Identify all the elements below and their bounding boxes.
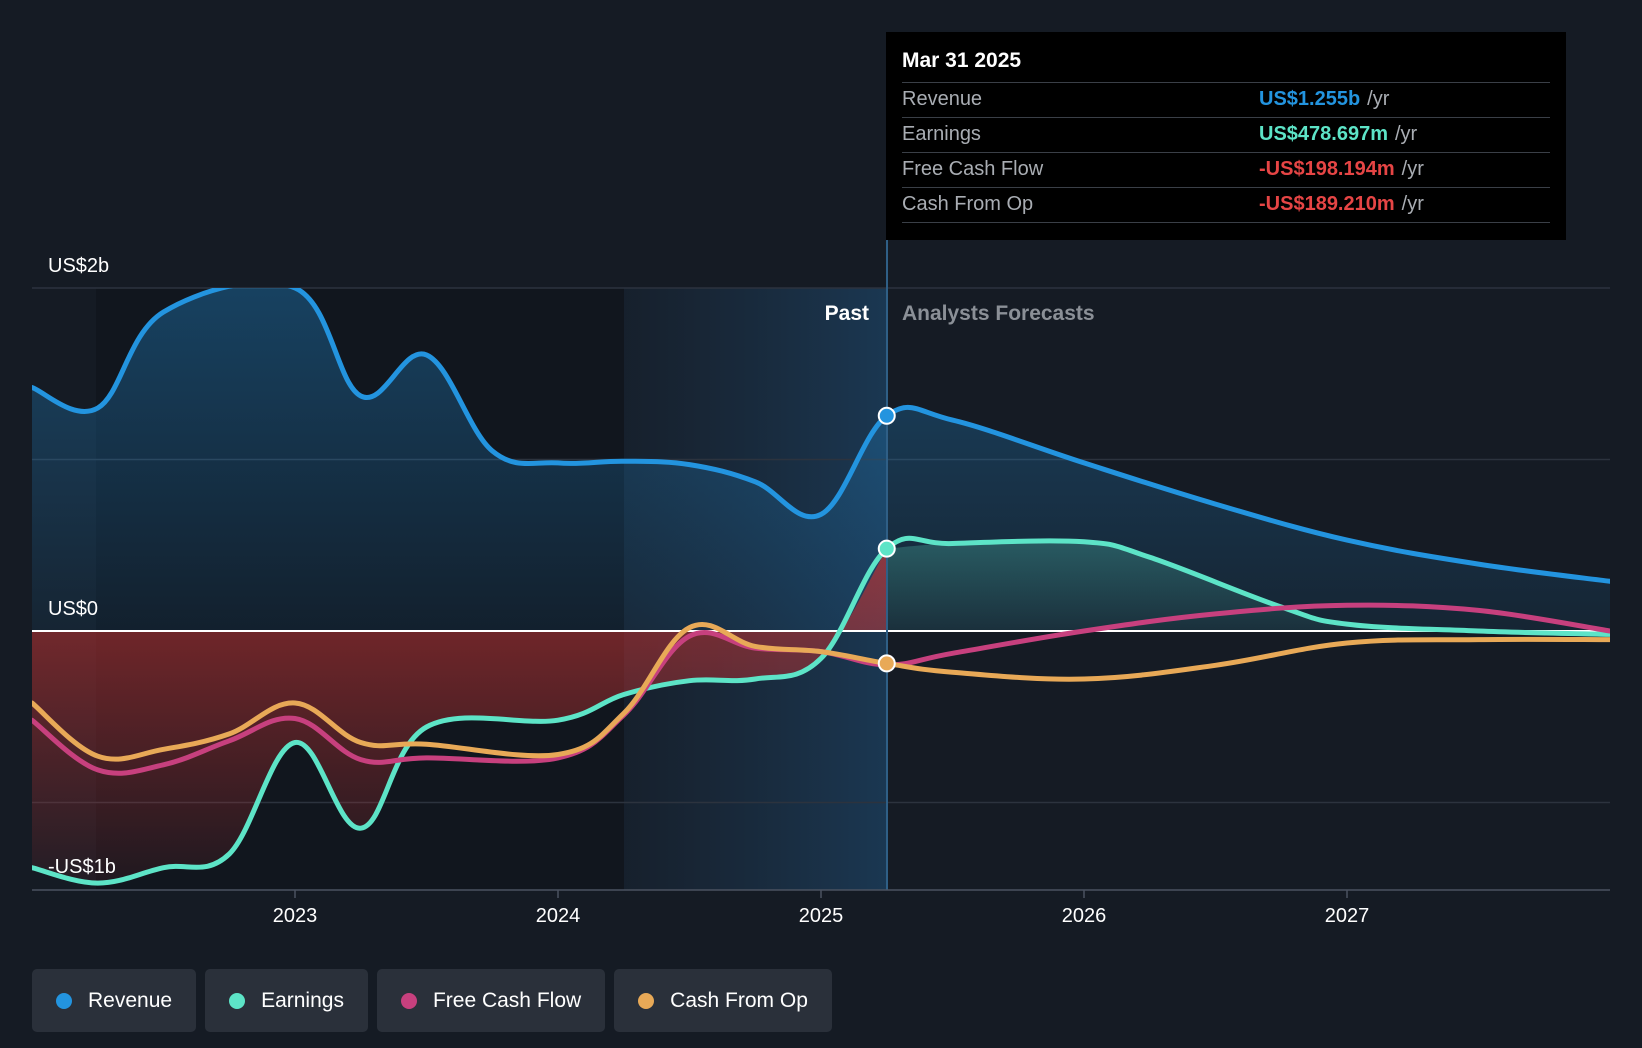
tooltip-unit: /yr bbox=[1367, 88, 1390, 110]
x-tick-label: 2025 bbox=[799, 905, 844, 927]
x-tick-label: 2024 bbox=[536, 905, 581, 927]
legend-item-revenue[interactable]: Revenue bbox=[32, 969, 197, 1032]
tooltip-value: -US$198.194m bbox=[1259, 158, 1395, 180]
y-tick-label: US$2b bbox=[48, 255, 109, 277]
free-cash-flow-dot-icon bbox=[400, 992, 417, 1009]
tooltip-date: Mar 31 2025 bbox=[902, 46, 1550, 83]
tooltip-label: Cash From Op bbox=[902, 193, 1034, 215]
legend-item-free-cash-flow[interactable]: Free Cash Flow bbox=[376, 969, 606, 1032]
y-axis-ticks: US$2b US$0 -US$1b bbox=[48, 255, 116, 878]
tooltip-row-free-cash-flow: Free Cash Flow -US$198.194m /yr bbox=[902, 153, 1550, 188]
x-tick-label: 2023 bbox=[273, 905, 318, 927]
series-lines bbox=[32, 288, 1610, 886]
legend-item-earnings[interactable]: Earnings bbox=[205, 969, 368, 1032]
tooltip-row-earnings: Earnings US$478.697m /yr bbox=[902, 118, 1550, 153]
cash-from-op-line bbox=[32, 622, 1610, 762]
revenue-line bbox=[32, 288, 1610, 584]
earnings-dot-icon bbox=[229, 992, 246, 1009]
highlight-points bbox=[877, 406, 896, 673]
tooltip-value: US$1.255b bbox=[1259, 88, 1361, 110]
revenue-highlight-point bbox=[877, 406, 896, 425]
y-tick-label: US$0 bbox=[48, 598, 98, 620]
earnings-forecast-area bbox=[886, 540, 1610, 635]
legend-label: Earnings bbox=[261, 988, 344, 1012]
x-tick-label: 2027 bbox=[1325, 905, 1370, 927]
legend-label: Revenue bbox=[88, 988, 173, 1012]
tooltip-value: US$478.697m bbox=[1259, 123, 1388, 145]
legend-label: Cash From Op bbox=[670, 988, 808, 1012]
free-cash-flow-line bbox=[32, 602, 1610, 776]
tooltip-unit: /yr bbox=[1401, 193, 1424, 215]
y-tick-label: -US$1b bbox=[48, 856, 116, 878]
earnings-highlight-point bbox=[877, 539, 896, 558]
x-axis-ticks: 2023 2024 2025 2026 2027 bbox=[273, 890, 1370, 927]
tooltip-label: Earnings bbox=[902, 123, 981, 145]
legend-item-cash-from-op[interactable]: Cash From Op bbox=[614, 969, 832, 1032]
tooltip-label: Free Cash Flow bbox=[902, 158, 1044, 180]
cash-from-op-highlight-point bbox=[877, 654, 896, 673]
tooltip-unit: /yr bbox=[1401, 158, 1424, 180]
tooltip-panel: Mar 31 2025 Revenue US$1.255b /yr Earnin… bbox=[886, 32, 1566, 240]
revenue-dot-icon bbox=[56, 992, 72, 1009]
tooltip-value: -US$189.210m bbox=[1259, 193, 1395, 215]
tooltip-label: Revenue bbox=[902, 88, 983, 110]
past-label: Past bbox=[825, 302, 869, 325]
analysts-forecasts-label: Analysts Forecasts bbox=[902, 302, 1095, 325]
legend-label: Free Cash Flow bbox=[432, 988, 582, 1012]
x-tick-label: 2026 bbox=[1062, 905, 1107, 927]
tooltip-row-cash-from-op: Cash From Op -US$189.210m /yr bbox=[902, 188, 1550, 223]
chart-legend: Revenue Earnings Free Cash Flow Cash Fro… bbox=[32, 969, 832, 1032]
tooltip-unit: /yr bbox=[1394, 123, 1418, 145]
revenue-area bbox=[32, 288, 1610, 631]
tooltip-row-revenue: Revenue US$1.255b /yr bbox=[902, 83, 1550, 118]
cash-from-op-dot-icon bbox=[638, 992, 655, 1009]
